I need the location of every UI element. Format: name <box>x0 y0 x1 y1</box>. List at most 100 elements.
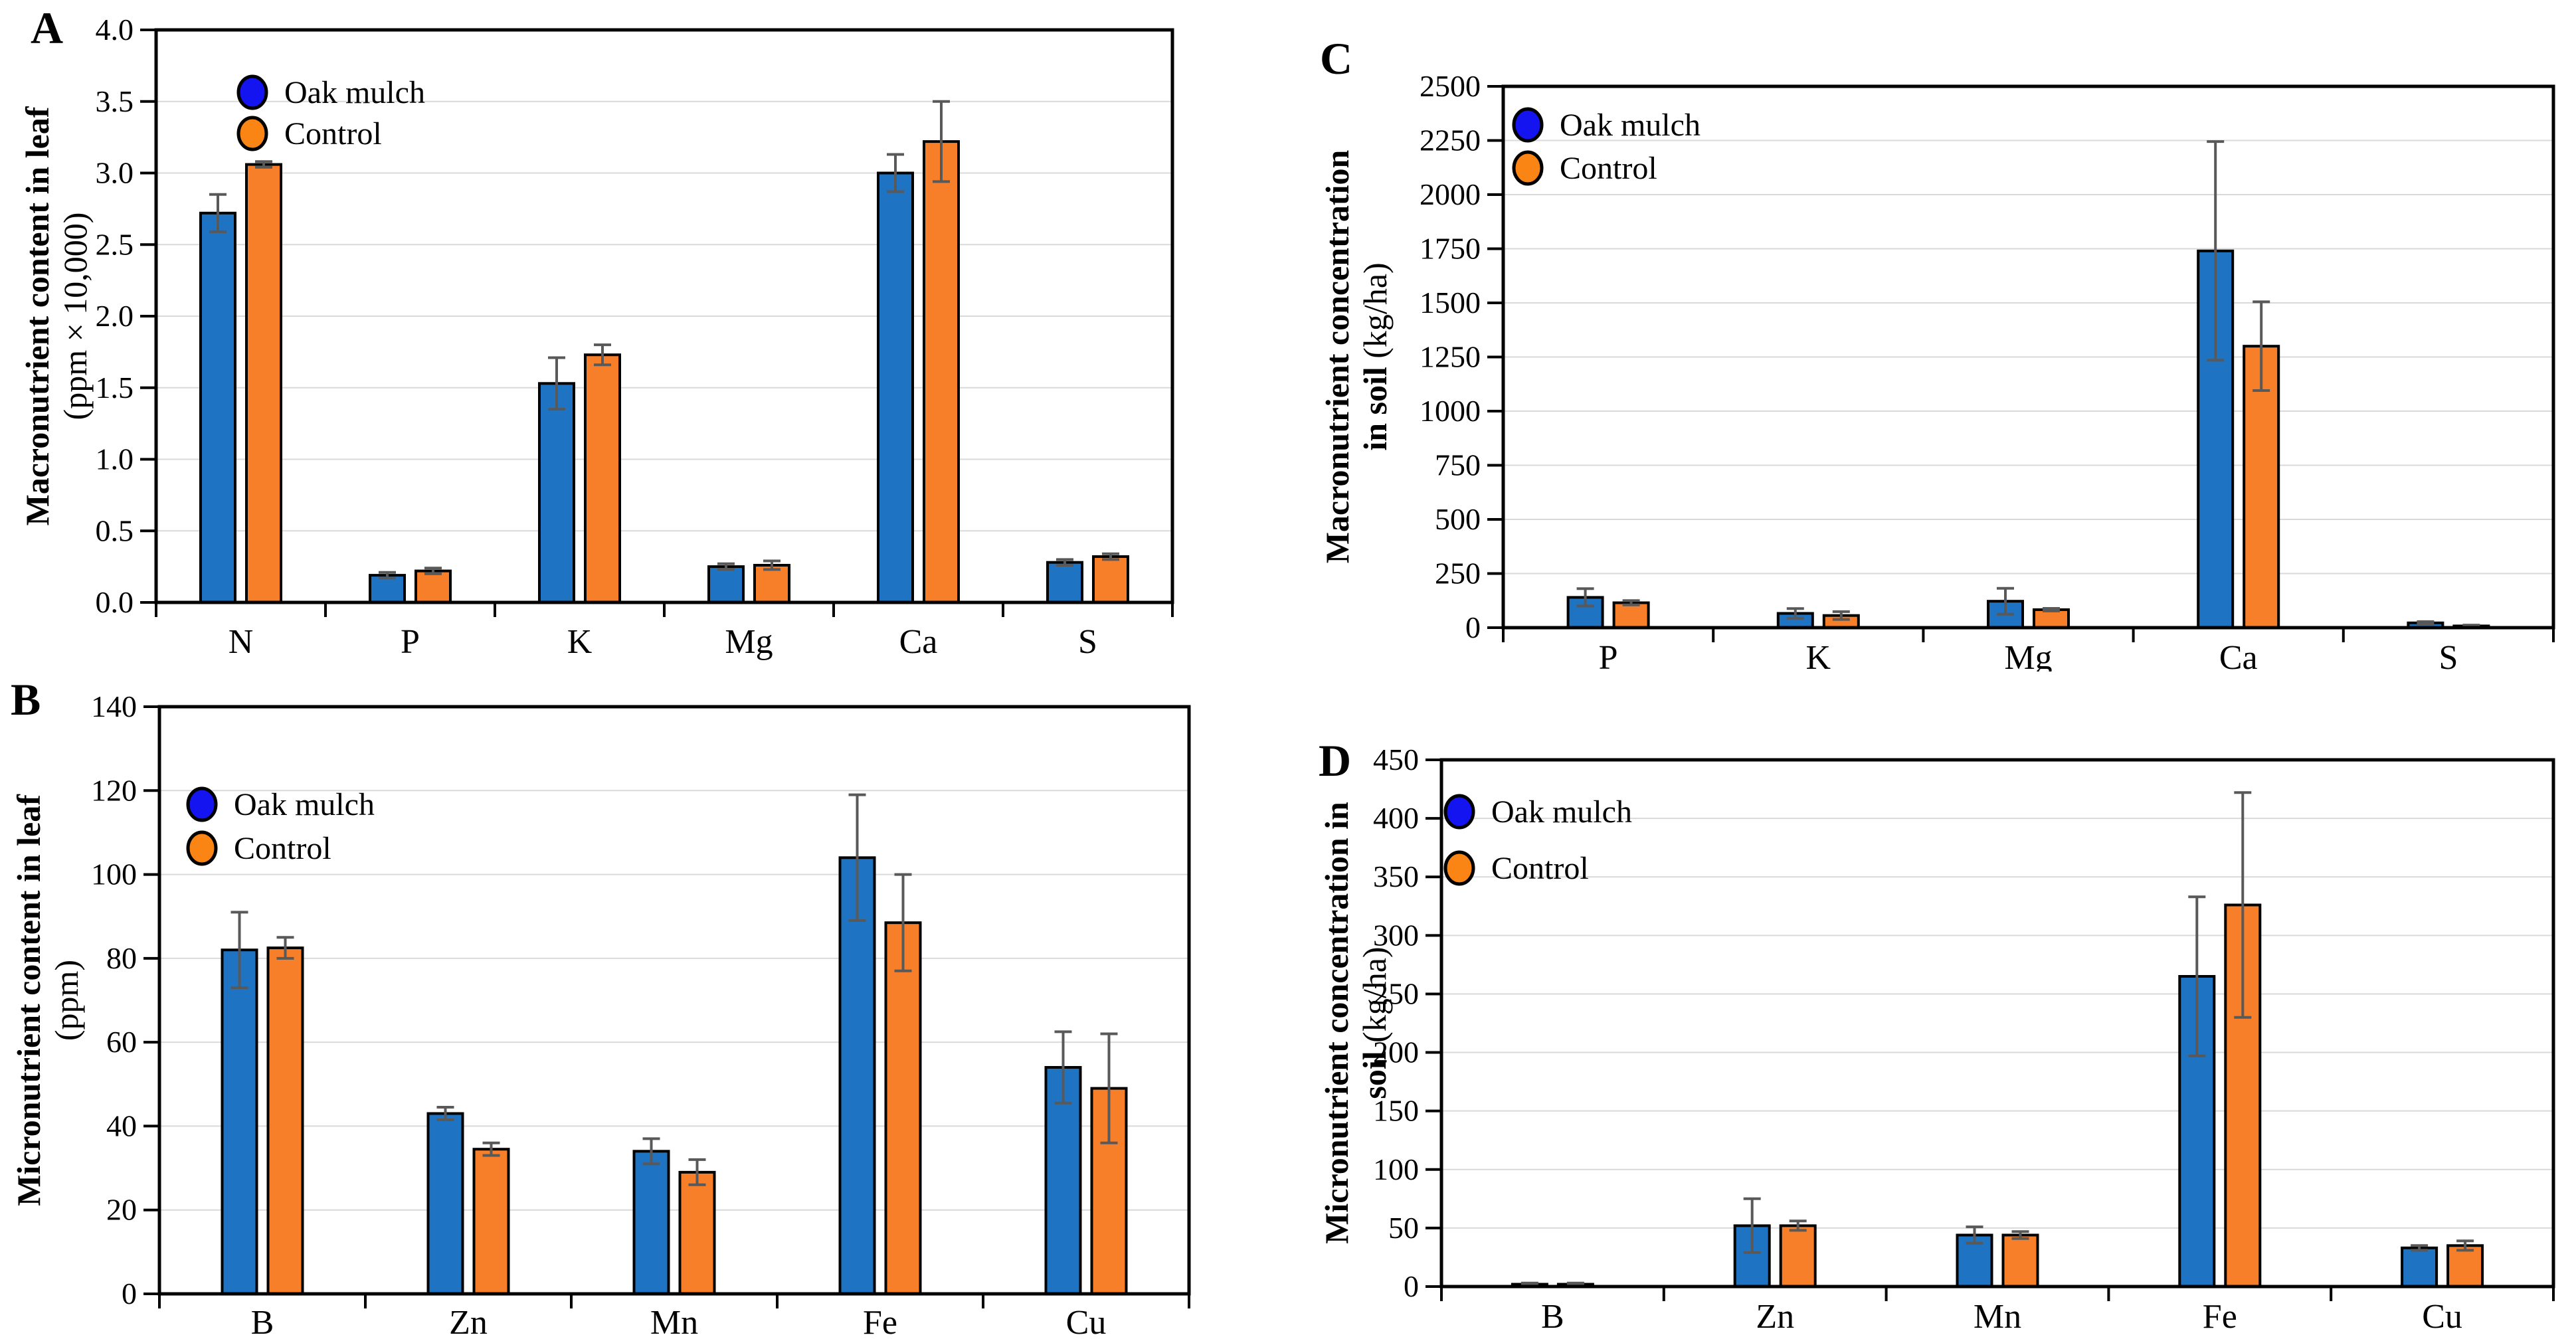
y-tick-label: 0 <box>122 1277 137 1310</box>
y-tick-label: 140 <box>91 689 137 723</box>
bar-control-Mg <box>2033 608 2070 630</box>
x-category-label: Mg <box>2004 639 2052 672</box>
bar-chart-soil-micronutrients: B Zn Mn Fe Cu 0 50 100 150 200 250 300 350 400 450 Oak … <box>1373 743 2555 1336</box>
y-tick-label: 1500 <box>1420 286 1481 319</box>
y-tick-label: 1000 <box>1420 394 1481 428</box>
legend-label: Control <box>234 831 331 866</box>
y-tick-label: 50 <box>1388 1211 1419 1245</box>
y-tick-label: 2.5 <box>96 227 134 261</box>
bar-control-Zn <box>1779 1224 1817 1289</box>
error-bar <box>1102 552 1119 561</box>
x-category-label: Cu <box>2422 1298 2462 1336</box>
y-tick-label: 250 <box>1435 557 1481 590</box>
error-bar <box>2234 791 2252 1019</box>
legend-marker-control <box>236 116 268 151</box>
y-tick-label: 750 <box>1435 448 1481 482</box>
error-bar <box>1966 1225 1983 1245</box>
y-tick-label: 2000 <box>1420 177 1481 211</box>
error-bar <box>1786 607 1804 620</box>
panel-c: C Macronutrient concentration in soil (k… <box>1288 0 2576 672</box>
legend-label: Control <box>1560 151 1657 186</box>
bar-oak-mulch-B <box>221 948 258 1295</box>
y-tick-label: 300 <box>1373 918 1419 952</box>
x-category-label: Mn <box>650 1304 698 1342</box>
bar-control-P <box>1612 601 1650 629</box>
error-bar <box>1100 1032 1118 1144</box>
error-bar <box>1832 610 1850 621</box>
legend-marker-oak-mulch <box>236 74 268 110</box>
bar-oak-mulch-Zn <box>426 1112 464 1295</box>
x-category-label: P <box>401 623 420 661</box>
error-bar <box>1743 1197 1761 1254</box>
x-category-label: Mg <box>725 623 773 661</box>
x-category-label: Ca <box>2219 639 2258 672</box>
y-tick-label: 100 <box>91 857 137 891</box>
x-category-label: Zn <box>1756 1298 1794 1336</box>
error-bar <box>933 100 950 183</box>
error-bar <box>230 911 248 990</box>
bar-control-Mn <box>678 1170 716 1296</box>
error-bar <box>436 1106 454 1121</box>
y-tick-label: 2.0 <box>96 299 134 333</box>
y-tick-label: 150 <box>1373 1094 1419 1128</box>
error-bar <box>717 562 735 571</box>
x-category-label: B <box>1541 1298 1564 1336</box>
error-bar <box>1622 599 1640 606</box>
y-tick-label: 120 <box>91 773 137 807</box>
error-bar <box>424 567 442 575</box>
y-tick-label: 0.0 <box>96 585 134 619</box>
error-bar <box>2188 895 2206 1057</box>
error-bar <box>1056 558 1073 567</box>
bar-control-Zn <box>472 1148 510 1296</box>
x-category-label: N <box>229 623 254 661</box>
x-category-label: Zn <box>449 1304 488 1342</box>
bar-chart-soil-macronutrients: P K Mg Ca S 0 250 500 750 1000 1250 1500 1750 2000 225… <box>1420 69 2555 672</box>
error-bar <box>1997 586 2014 616</box>
x-category-label: K <box>1806 639 1831 672</box>
error-bar <box>763 559 781 571</box>
bar-control-Fe <box>2224 903 2262 1288</box>
y-tick-label: 0 <box>1465 610 1481 644</box>
panel-d: D Micronutrient concentration in soil (k… <box>1288 672 2576 1343</box>
legend-label: Oak mulch <box>284 75 425 110</box>
y-tick-label: 3.0 <box>96 156 134 190</box>
error-bar <box>894 873 912 972</box>
x-category-label: Mn <box>1974 1298 2021 1336</box>
legend-marker-control <box>1512 150 1544 186</box>
legend-label: Oak mulch <box>1491 794 1632 830</box>
x-category-label: Fe <box>2203 1298 2237 1336</box>
bar-oak-mulch-Cu <box>2401 1246 2438 1288</box>
plot-border <box>157 705 1191 1296</box>
legend-marker-oak-mulch <box>186 786 218 822</box>
panel-letter-b: B <box>11 674 41 725</box>
bar-control-Mn <box>2001 1233 2039 1288</box>
y-tick-label: 20 <box>106 1193 137 1227</box>
error-bar <box>2207 140 2225 362</box>
legend-marker-control <box>1443 850 1475 886</box>
error-bar <box>688 1158 706 1186</box>
bar-control-P <box>414 569 452 604</box>
legend-marker-control <box>186 830 218 866</box>
y-tick-label: 80 <box>106 941 137 975</box>
legend-marker-oak-mulch <box>1443 794 1475 830</box>
y-tick-label: 1250 <box>1420 340 1481 374</box>
legend-label: Control <box>1491 851 1589 886</box>
y-tick-label: 60 <box>106 1025 137 1059</box>
bar-control-S <box>1092 555 1129 604</box>
error-bar <box>848 793 866 922</box>
error-bar <box>1789 1219 1807 1232</box>
error-bar <box>2011 1230 2029 1240</box>
bar-oak-mulch-Mn <box>632 1150 670 1295</box>
x-category-label: Cu <box>1066 1304 1107 1342</box>
y-tick-label: 100 <box>1373 1152 1419 1186</box>
bar-oak-mulch-Ca <box>877 171 914 604</box>
bar-control-Ca <box>923 140 960 604</box>
legend-label: Oak mulch <box>1560 108 1701 143</box>
bar-oak-mulch-N <box>199 211 236 604</box>
error-bar <box>2417 620 2435 626</box>
bar-chart-leaf-macronutrients: N P K Mg Ca S 0.0 0.5 1.0 1.5 2.0 2.5 3.0 3.5 4.0 Oak m… <box>96 13 1174 661</box>
panel-letter-d: D <box>1319 735 1352 786</box>
x-category-label: K <box>567 623 593 661</box>
